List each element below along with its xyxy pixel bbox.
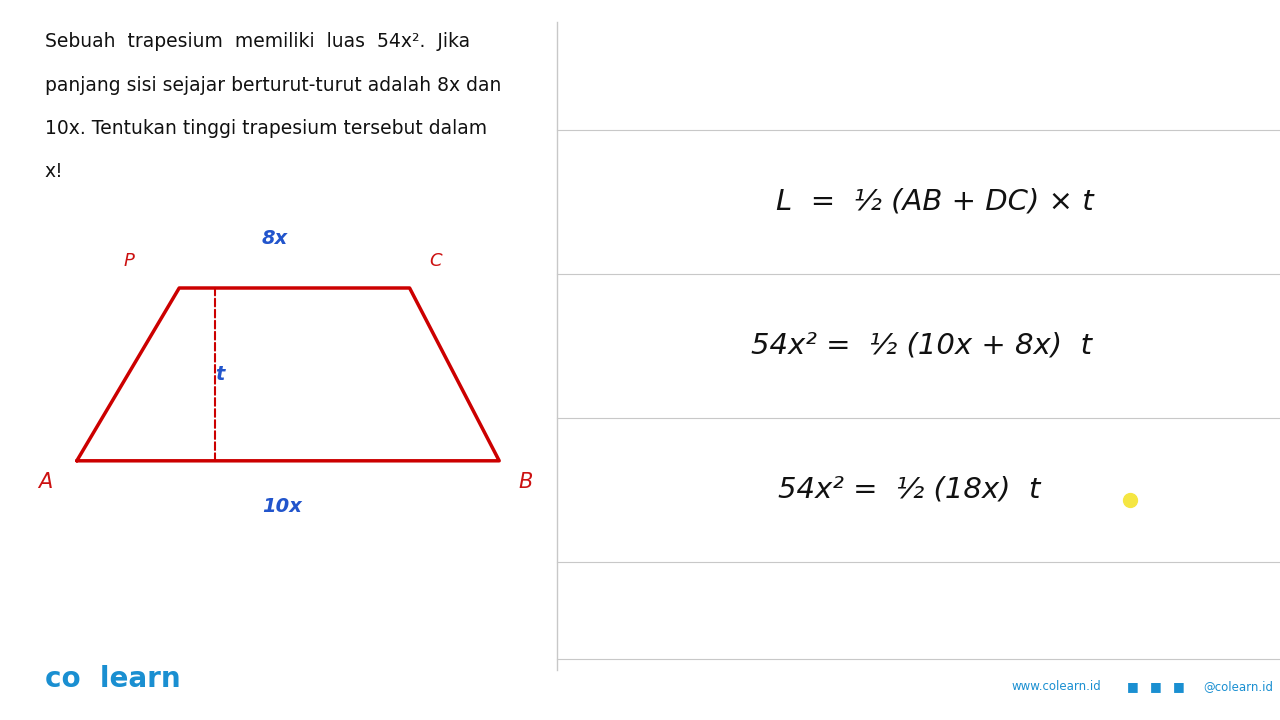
Text: A: A — [37, 472, 52, 492]
Text: 8x: 8x — [262, 230, 288, 248]
Text: ■: ■ — [1126, 680, 1138, 693]
Text: B: B — [518, 472, 532, 492]
Text: ■: ■ — [1149, 680, 1161, 693]
Text: Sebuah  trapesium  memiliki  luas  54x².  Jika: Sebuah trapesium memiliki luas 54x². Jik… — [45, 32, 470, 51]
Text: panjang sisi sejajar berturut-turut adalah 8x dan: panjang sisi sejajar berturut-turut adal… — [45, 76, 502, 94]
Text: 54x² =  ½ (18x)  t: 54x² = ½ (18x) t — [778, 476, 1039, 503]
Text: x!: x! — [45, 162, 64, 181]
Text: 10x. Tentukan tinggi trapesium tersebut dalam: 10x. Tentukan tinggi trapesium tersebut … — [45, 119, 486, 138]
Text: 10x: 10x — [261, 497, 302, 516]
Text: @colearn.id: @colearn.id — [1203, 680, 1274, 693]
Text: co  learn: co learn — [45, 665, 180, 693]
Text: L  =  ½ (AB + DC) × t: L = ½ (AB + DC) × t — [776, 188, 1093, 215]
Text: www.colearn.id: www.colearn.id — [1011, 680, 1101, 693]
Text: P: P — [124, 252, 134, 270]
Text: 54x² =  ½ (10x + 8x)  t: 54x² = ½ (10x + 8x) t — [751, 332, 1092, 359]
Text: C: C — [429, 252, 442, 270]
Text: t: t — [215, 365, 224, 384]
Text: ■: ■ — [1172, 680, 1184, 693]
